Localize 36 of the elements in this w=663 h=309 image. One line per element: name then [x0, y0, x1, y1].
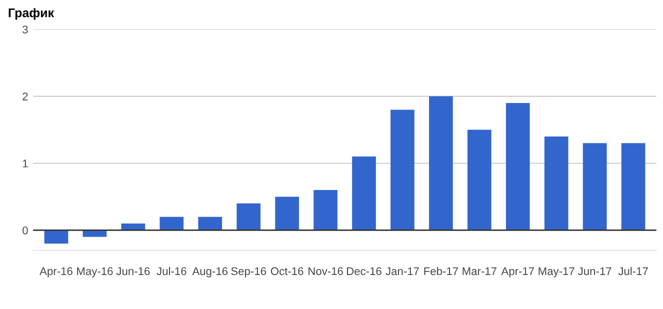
y-tick-label: 2: [22, 92, 28, 100]
y-tick-label: 0: [22, 226, 28, 234]
bar: [314, 190, 338, 230]
x-tick-label: Nov-16: [308, 267, 343, 276]
bar: [390, 110, 414, 230]
x-tick-label: May-17: [538, 267, 574, 278]
bar: [198, 216, 222, 230]
x-tick-label: Sep-16: [231, 267, 266, 278]
x-tick-label: Jul-17: [618, 266, 648, 276]
bar: [582, 143, 607, 230]
x-tick-label: Mar-17: [462, 267, 496, 276]
x-tick-label: Oct-16: [270, 267, 304, 276]
x-tick-label: Jun-16: [116, 267, 150, 276]
x-tick-label: Feb-17: [424, 266, 458, 276]
x-tick-label: Jan-17: [386, 267, 419, 276]
bar: [44, 230, 68, 244]
bar: [544, 136, 568, 230]
x-tick-label: Jun-17: [578, 267, 612, 276]
chart-title: График: [8, 8, 54, 20]
y-tick-label: 1: [22, 160, 28, 168]
x-tick-label: Apr-16: [40, 267, 72, 278]
x-tick-label: May-16: [77, 267, 113, 278]
bar: [160, 216, 184, 230]
bar: [275, 196, 299, 230]
y-tick-label: 3: [22, 26, 28, 34]
bar: [352, 156, 376, 230]
x-tick-label: Dec-16: [347, 267, 382, 276]
x-tick-label: Jul-16: [156, 266, 186, 276]
bar: [506, 103, 530, 230]
bar: [621, 143, 646, 230]
x-tick-label: Aug-16: [192, 267, 228, 278]
bar: [467, 130, 492, 230]
bar: [429, 96, 453, 230]
bar: [121, 224, 146, 230]
bar: [236, 203, 261, 230]
x-tick-label: Apr-17: [501, 267, 534, 278]
